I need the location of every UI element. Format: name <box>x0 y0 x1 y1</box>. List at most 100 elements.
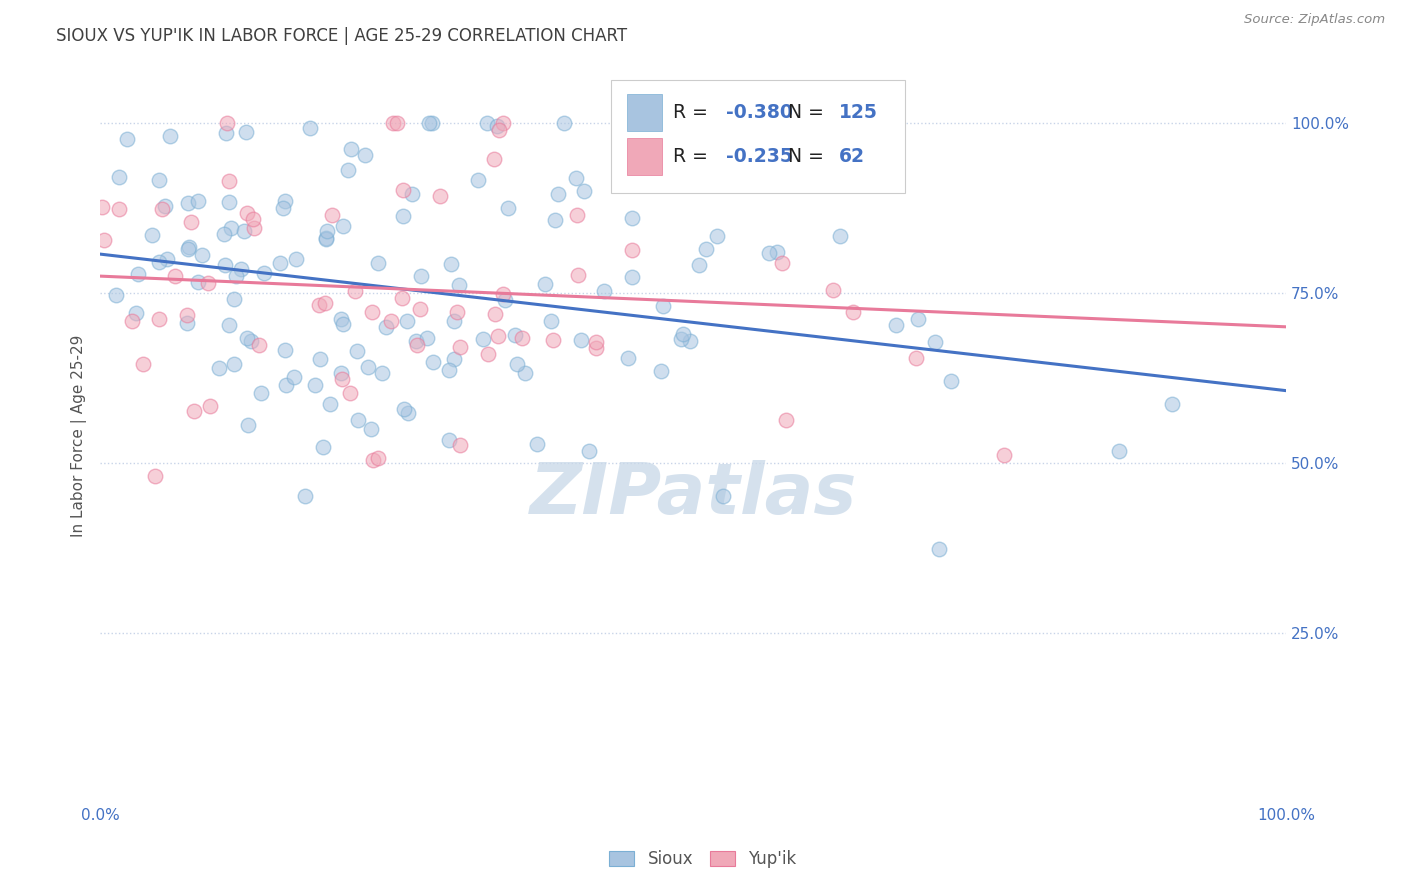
Point <box>236 330 259 344</box>
Point <box>668 171 690 186</box>
Point <box>650 364 672 378</box>
Point <box>409 301 432 316</box>
Point <box>225 268 247 283</box>
Point <box>299 120 322 135</box>
Point <box>770 255 793 269</box>
Point <box>411 268 433 283</box>
Point <box>107 170 129 185</box>
Point <box>437 363 460 377</box>
Point <box>477 347 499 361</box>
Point <box>1108 443 1130 458</box>
Point <box>443 314 465 328</box>
Point <box>543 213 565 227</box>
Point <box>198 399 221 413</box>
Point <box>240 334 263 348</box>
Point <box>235 124 257 138</box>
Point <box>127 267 149 281</box>
Text: 62: 62 <box>839 147 865 166</box>
Point <box>553 116 575 130</box>
Text: N =: N = <box>787 147 837 166</box>
Point <box>392 209 415 223</box>
Point <box>148 255 170 269</box>
Point <box>250 385 273 400</box>
Point <box>695 242 717 256</box>
Text: N =: N = <box>787 103 830 122</box>
Text: R =: R = <box>673 103 714 122</box>
Point <box>993 448 1015 462</box>
FancyBboxPatch shape <box>627 95 662 131</box>
Point <box>125 305 148 319</box>
Point <box>143 468 166 483</box>
Point <box>233 224 256 238</box>
Point <box>176 308 198 322</box>
Point <box>941 374 963 388</box>
Point <box>321 208 343 222</box>
Point <box>534 277 557 291</box>
Point <box>309 352 332 367</box>
Point <box>156 252 179 267</box>
Point <box>357 359 380 374</box>
Point <box>405 334 427 348</box>
Point <box>578 444 600 458</box>
Point <box>374 319 396 334</box>
Point <box>330 312 353 326</box>
Legend: Sioux, Yup'ik: Sioux, Yup'ik <box>603 844 803 875</box>
Point <box>360 422 382 436</box>
Point <box>273 343 295 357</box>
Point <box>526 437 548 451</box>
Point <box>218 318 240 333</box>
Point <box>183 403 205 417</box>
Point <box>330 366 353 380</box>
Point <box>571 334 593 348</box>
Point <box>429 189 451 203</box>
Point <box>219 221 242 235</box>
Point <box>177 196 200 211</box>
Point <box>484 307 506 321</box>
Point <box>273 194 295 208</box>
Text: Source: ZipAtlas.com: Source: ZipAtlas.com <box>1244 13 1385 27</box>
Point <box>472 332 495 346</box>
Point <box>382 116 405 130</box>
Point <box>711 489 734 503</box>
Point <box>229 262 252 277</box>
Text: SIOUX VS YUP'IK IN LABOR FORCE | AGE 25-29 CORRELATION CHART: SIOUX VS YUP'IK IN LABOR FORCE | AGE 25-… <box>56 27 627 45</box>
Point <box>283 370 305 384</box>
Point <box>332 219 354 234</box>
Point <box>574 184 596 198</box>
Point <box>315 231 337 245</box>
Point <box>449 438 471 452</box>
Point <box>449 278 471 293</box>
Point <box>766 244 789 259</box>
Point <box>585 335 607 350</box>
Point <box>340 142 363 156</box>
Point <box>775 413 797 427</box>
Point <box>905 351 928 366</box>
Point <box>884 318 907 332</box>
Point <box>212 227 235 241</box>
Point <box>449 340 471 354</box>
Y-axis label: In Labor Force | Age 25-29: In Labor Force | Age 25-29 <box>72 334 87 537</box>
Point <box>440 257 463 271</box>
Point <box>153 198 176 212</box>
Text: 125: 125 <box>839 103 877 122</box>
Point <box>141 227 163 242</box>
Point <box>396 314 419 328</box>
Point <box>148 173 170 187</box>
Point <box>253 266 276 280</box>
Point <box>688 258 710 272</box>
Point <box>495 293 517 308</box>
Point <box>180 215 202 229</box>
Point <box>330 372 353 386</box>
Point <box>679 334 702 349</box>
Point <box>150 202 173 216</box>
Point <box>492 287 515 301</box>
Point <box>405 338 427 352</box>
Point <box>148 312 170 326</box>
FancyBboxPatch shape <box>627 138 662 175</box>
Point <box>565 170 588 185</box>
Point <box>380 314 402 328</box>
Point <box>488 122 510 136</box>
Point <box>401 186 423 201</box>
Point <box>197 276 219 290</box>
Point <box>177 242 200 256</box>
